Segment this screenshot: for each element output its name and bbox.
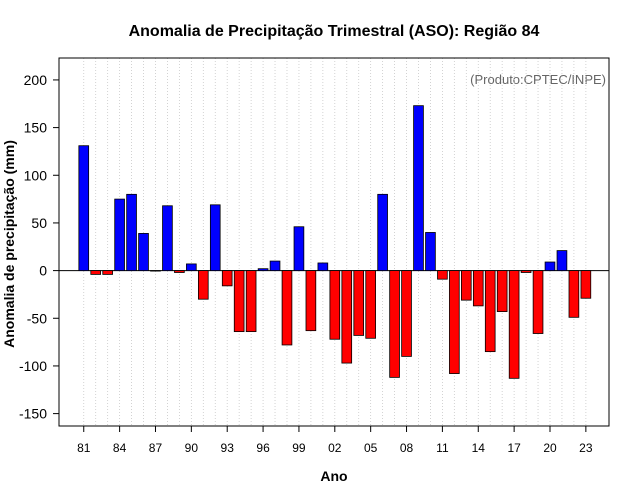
x-tick-label: 81 bbox=[77, 441, 91, 455]
bar-1982 bbox=[90, 270, 102, 275]
x-tick-label: 93 bbox=[221, 441, 235, 455]
bar-2020 bbox=[544, 261, 556, 272]
bar-2003 bbox=[341, 270, 353, 364]
y-tick-label: 200 bbox=[24, 72, 48, 88]
bar-2011 bbox=[437, 270, 448, 280]
x-tick-label: 87 bbox=[149, 441, 163, 455]
bar-2010 bbox=[425, 232, 436, 272]
bar-2022 bbox=[568, 270, 580, 318]
x-tick-label: 11 bbox=[436, 441, 449, 455]
bar-1981 bbox=[78, 145, 90, 272]
y-axis-title: Anomalia de precipitação (mm) bbox=[1, 140, 17, 348]
y-tick-label: -150 bbox=[19, 406, 47, 422]
x-tick-label: 08 bbox=[400, 441, 414, 455]
x-axis-title: Ano bbox=[320, 468, 347, 484]
bar-2000 bbox=[305, 270, 317, 332]
bar-2014 bbox=[472, 270, 484, 307]
bar-2005 bbox=[365, 270, 376, 339]
bar-1990 bbox=[186, 263, 197, 272]
x-tick-label: 14 bbox=[472, 441, 486, 455]
bar-2021 bbox=[556, 250, 568, 272]
x-axis: 81 84 87 90 93 96 99 02 05 08 11 14 17 20 23 bbox=[77, 426, 593, 455]
bar-1988 bbox=[162, 205, 173, 272]
bar-2007 bbox=[389, 270, 400, 378]
bar-2008 bbox=[401, 270, 412, 357]
bar-2015 bbox=[484, 270, 496, 353]
bar-1999 bbox=[293, 226, 305, 272]
bar-1987 bbox=[150, 270, 161, 272]
bar-1989 bbox=[174, 270, 185, 273]
y-tick-label: 150 bbox=[24, 120, 48, 136]
chart-title: Anomalia de Precipitação Trimestral (ASO… bbox=[129, 23, 540, 40]
bar-2012 bbox=[449, 270, 460, 374]
bar-1996 bbox=[257, 268, 269, 272]
bar-2013 bbox=[461, 270, 472, 301]
plot-frame bbox=[58, 57, 610, 427]
x-tick-label: 84 bbox=[113, 441, 127, 455]
y-tick-label: -100 bbox=[19, 358, 47, 374]
bar-1986 bbox=[138, 233, 149, 272]
bar-1985 bbox=[126, 193, 137, 272]
bar-1983 bbox=[102, 270, 113, 275]
x-tick-label: 23 bbox=[579, 441, 593, 455]
bar-2009 bbox=[413, 105, 424, 272]
bar-2023 bbox=[580, 270, 592, 299]
y-tick-label: -50 bbox=[27, 310, 47, 326]
bars bbox=[78, 105, 592, 379]
x-tick-label: 96 bbox=[256, 441, 270, 455]
x-tick-label: 02 bbox=[328, 441, 342, 455]
bar-2001 bbox=[317, 262, 329, 272]
y-tick-label: 0 bbox=[39, 263, 47, 279]
bar-2006 bbox=[377, 193, 388, 272]
bar-2016 bbox=[496, 270, 508, 312]
x-tick-label: 20 bbox=[543, 441, 557, 455]
y-tick-label: 50 bbox=[31, 215, 47, 231]
x-tick-label: 99 bbox=[292, 441, 306, 455]
bar-2002 bbox=[329, 270, 341, 340]
bar-1995 bbox=[245, 270, 257, 333]
y-tick-label: 100 bbox=[24, 167, 48, 183]
bar-2004 bbox=[353, 270, 365, 336]
x-tick-label: 90 bbox=[185, 441, 199, 455]
x-tick-label: 17 bbox=[507, 441, 521, 455]
bar-1984 bbox=[114, 198, 125, 272]
bar-1993 bbox=[221, 270, 233, 287]
bar-1994 bbox=[233, 270, 245, 333]
bar-2018 bbox=[520, 270, 532, 273]
bar-1998 bbox=[281, 270, 293, 346]
y-axis: -150 -100 -50 0 50 100 150 200 bbox=[19, 72, 59, 422]
bar-1997 bbox=[269, 260, 281, 272]
bar-1991 bbox=[197, 270, 209, 300]
bar-1992 bbox=[209, 204, 221, 272]
bar-2017 bbox=[508, 270, 520, 379]
bar-2019 bbox=[532, 270, 544, 334]
x-tick-label: 05 bbox=[364, 441, 378, 455]
